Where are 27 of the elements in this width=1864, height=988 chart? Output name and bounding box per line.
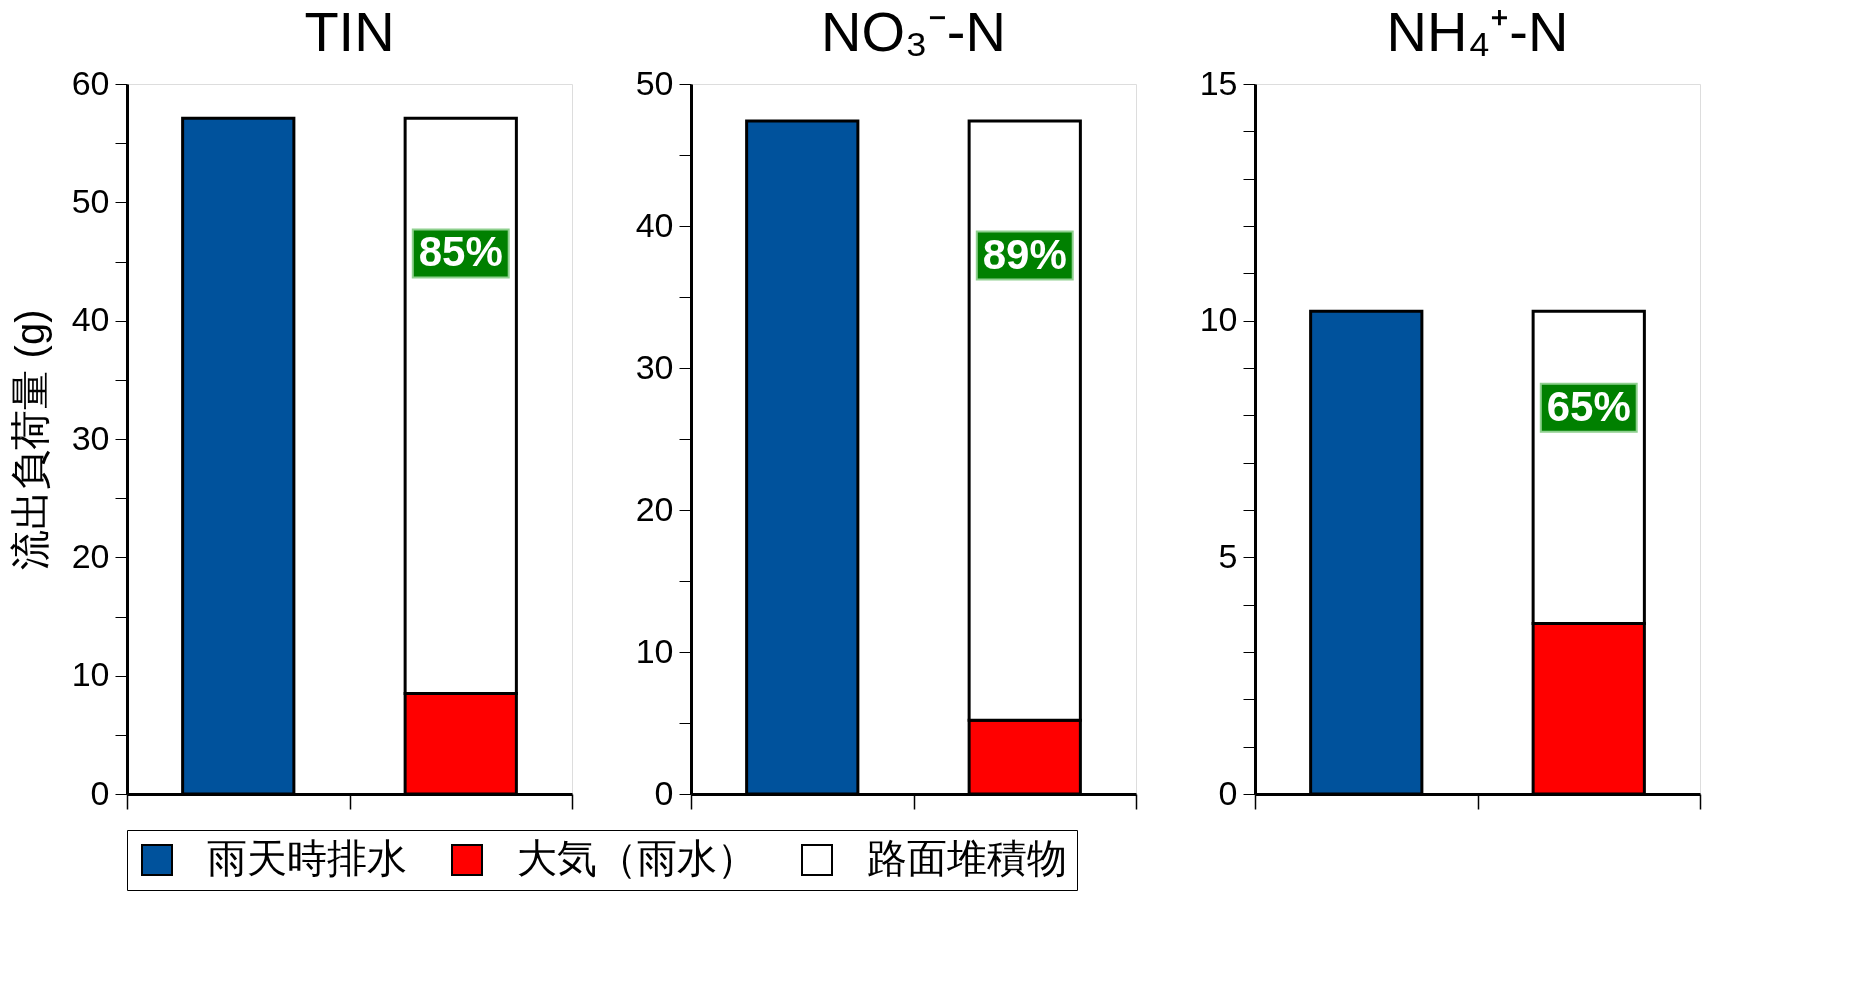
y-tick-label: 40 (71, 300, 110, 339)
y-tick-label: 10 (635, 631, 674, 670)
y-tick-label: 0 (654, 773, 674, 812)
y-tick-label: 20 (635, 489, 674, 528)
chart-title: NO₃⁻-N (821, 0, 1006, 63)
y-tick-label: 0 (90, 773, 110, 812)
y-tick-label: 50 (71, 181, 110, 220)
y-tick-label: 10 (1199, 300, 1238, 339)
annotation: 85% (418, 228, 503, 276)
y-tick-label: 10 (71, 655, 110, 694)
legend-label: 雨天時排水 (207, 836, 407, 880)
y-tick-label: 20 (71, 536, 110, 575)
legend-label: 路面堆積物 (867, 836, 1067, 880)
y-tick-label: 60 (71, 63, 110, 102)
chart-title: TIN (304, 0, 395, 63)
y-axis-title: 流出負荷量 (g) (7, 309, 52, 570)
y-tick-label: 30 (71, 418, 110, 457)
y-tick-label: 0 (1218, 773, 1238, 812)
y-tick-label: 15 (1199, 63, 1238, 102)
y-tick-label: 30 (635, 347, 674, 386)
annotation: 89% (982, 230, 1067, 278)
y-tick-label: 40 (635, 205, 674, 244)
annotation: 65% (1546, 382, 1631, 430)
legend-label: 大気（雨水） (517, 836, 757, 880)
y-tick-label: 50 (635, 63, 674, 102)
chart-title: NH₄⁺-N (1386, 0, 1569, 63)
y-tick-label: 5 (1218, 536, 1238, 575)
